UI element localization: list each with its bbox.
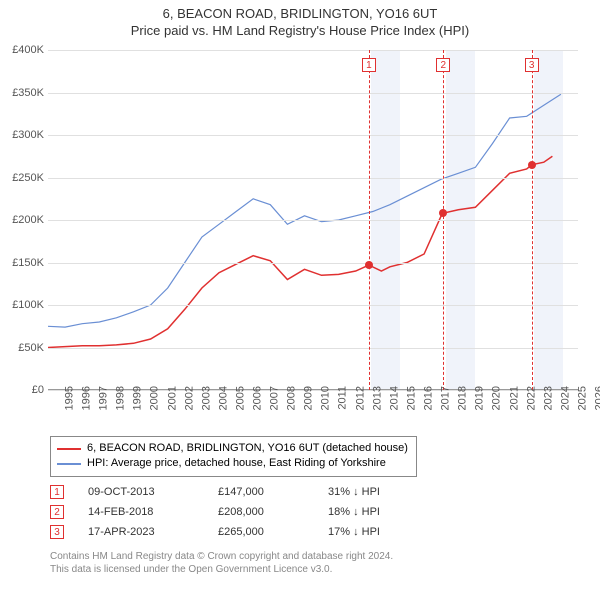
y-tick-label: £150K xyxy=(0,257,44,269)
gridline-h xyxy=(48,50,578,51)
gridline-h xyxy=(48,135,578,136)
x-tick-label: 1997 xyxy=(98,386,110,410)
x-tick-label: 2013 xyxy=(371,386,383,410)
x-tick-label: 2020 xyxy=(491,386,503,410)
x-tick-label: 2000 xyxy=(149,386,161,410)
x-tick-label: 2010 xyxy=(320,386,332,410)
attribution-text: Contains HM Land Registry data © Crown c… xyxy=(50,550,393,576)
gridline-h xyxy=(48,348,578,349)
legend-label: HPI: Average price, detached house, East… xyxy=(87,456,386,471)
x-tick-label: 2008 xyxy=(286,386,298,410)
transaction-row: 3 17-APR-2023£265,00017% ↓ HPI xyxy=(50,522,448,542)
transaction-index-badge: 2 xyxy=(50,505,64,519)
transaction-dot xyxy=(528,161,536,169)
x-tick-label: 2023 xyxy=(542,386,554,410)
series-hpi xyxy=(48,94,561,327)
x-tick-label: 2006 xyxy=(252,386,264,410)
transaction-dot xyxy=(439,209,447,217)
transaction-index-badge: 3 xyxy=(50,525,64,539)
transaction-vline xyxy=(369,50,370,390)
title-line-1: 6, BEACON ROAD, BRIDLINGTON, YO16 6UT xyxy=(0,6,600,23)
transaction-delta: 17% ↓ HPI xyxy=(328,526,448,538)
transaction-marker: 3 xyxy=(525,58,539,72)
transaction-date: 14-FEB-2018 xyxy=(88,506,218,518)
transaction-delta: 18% ↓ HPI xyxy=(328,506,448,518)
x-tick-label: 2016 xyxy=(423,386,435,410)
x-tick-label: 2021 xyxy=(508,386,520,410)
transaction-price: £265,000 xyxy=(218,526,328,538)
transaction-date: 17-APR-2023 xyxy=(88,526,218,538)
transaction-marker: 1 xyxy=(362,58,376,72)
gridline-h xyxy=(48,220,578,221)
gridline-h xyxy=(48,178,578,179)
x-tick-label: 2025 xyxy=(576,386,588,410)
x-tick-label: 2005 xyxy=(234,386,246,410)
y-tick-label: £100K xyxy=(0,299,44,311)
x-tick-label: 2024 xyxy=(559,386,571,410)
transaction-vline xyxy=(443,50,444,390)
x-tick-label: 2009 xyxy=(303,386,315,410)
transaction-index-badge: 1 xyxy=(50,485,64,499)
transaction-dot xyxy=(365,261,373,269)
x-tick-label: 2017 xyxy=(440,386,452,410)
x-tick-label: 2012 xyxy=(354,386,366,410)
x-tick-label: 1999 xyxy=(132,386,144,410)
transaction-row: 2 14-FEB-2018£208,00018% ↓ HPI xyxy=(50,502,448,522)
x-tick-label: 2004 xyxy=(217,386,229,410)
y-tick-label: £400K xyxy=(0,44,44,56)
y-tick-label: £300K xyxy=(0,129,44,141)
y-tick-label: £250K xyxy=(0,172,44,184)
transaction-price: £147,000 xyxy=(218,486,328,498)
transaction-date: 09-OCT-2013 xyxy=(88,486,218,498)
transaction-price: £208,000 xyxy=(218,506,328,518)
title-block: 6, BEACON ROAD, BRIDLINGTON, YO16 6UT Pr… xyxy=(0,0,600,40)
x-tick-label: 2001 xyxy=(166,386,178,410)
gridline-h xyxy=(48,93,578,94)
y-tick-label: £200K xyxy=(0,214,44,226)
y-tick-label: £0 xyxy=(0,384,44,396)
x-tick-label: 1998 xyxy=(115,386,127,410)
gridline-h xyxy=(48,305,578,306)
y-tick-label: £350K xyxy=(0,87,44,99)
transaction-delta: 31% ↓ HPI xyxy=(328,486,448,498)
transaction-marker: 2 xyxy=(436,58,450,72)
legend-label: 6, BEACON ROAD, BRIDLINGTON, YO16 6UT (d… xyxy=(87,441,408,456)
chart-plot-area: £0£50K£100K£150K£200K£250K£300K£350K£400… xyxy=(48,50,578,390)
x-tick-label: 2014 xyxy=(388,386,400,410)
attribution-line-1: Contains HM Land Registry data © Crown c… xyxy=(50,550,393,563)
attribution-line-2: This data is licensed under the Open Gov… xyxy=(50,563,393,576)
x-tick-label: 2002 xyxy=(183,386,195,410)
x-tick-label: 2018 xyxy=(457,386,469,410)
transaction-row: 1 09-OCT-2013£147,00031% ↓ HPI xyxy=(50,482,448,502)
x-tick-label: 2019 xyxy=(474,386,486,410)
x-tick-label: 2007 xyxy=(269,386,281,410)
series-property xyxy=(48,156,552,347)
x-tick-label: 2015 xyxy=(405,386,417,410)
x-tick-label: 2026 xyxy=(593,386,600,410)
x-tick-label: 1995 xyxy=(63,386,75,410)
legend-item: HPI: Average price, detached house, East… xyxy=(57,456,408,471)
gridline-h xyxy=(48,263,578,264)
x-tick-label: 1996 xyxy=(81,386,93,410)
chart-container: 6, BEACON ROAD, BRIDLINGTON, YO16 6UT Pr… xyxy=(0,0,600,590)
legend-box: 6, BEACON ROAD, BRIDLINGTON, YO16 6UT (d… xyxy=(50,436,417,477)
x-tick-label: 2022 xyxy=(525,386,537,410)
x-tick-label: 2003 xyxy=(200,386,212,410)
transaction-vline xyxy=(532,50,533,390)
legend-swatch xyxy=(57,463,81,465)
legend-swatch xyxy=(57,448,81,450)
transactions-table: 1 09-OCT-2013£147,00031% ↓ HPI 2 14-FEB-201… xyxy=(50,482,448,542)
y-tick-label: £50K xyxy=(0,342,44,354)
legend-item: 6, BEACON ROAD, BRIDLINGTON, YO16 6UT (d… xyxy=(57,441,408,456)
title-line-2: Price paid vs. HM Land Registry's House … xyxy=(0,23,600,40)
x-tick-label: 2011 xyxy=(336,386,348,410)
